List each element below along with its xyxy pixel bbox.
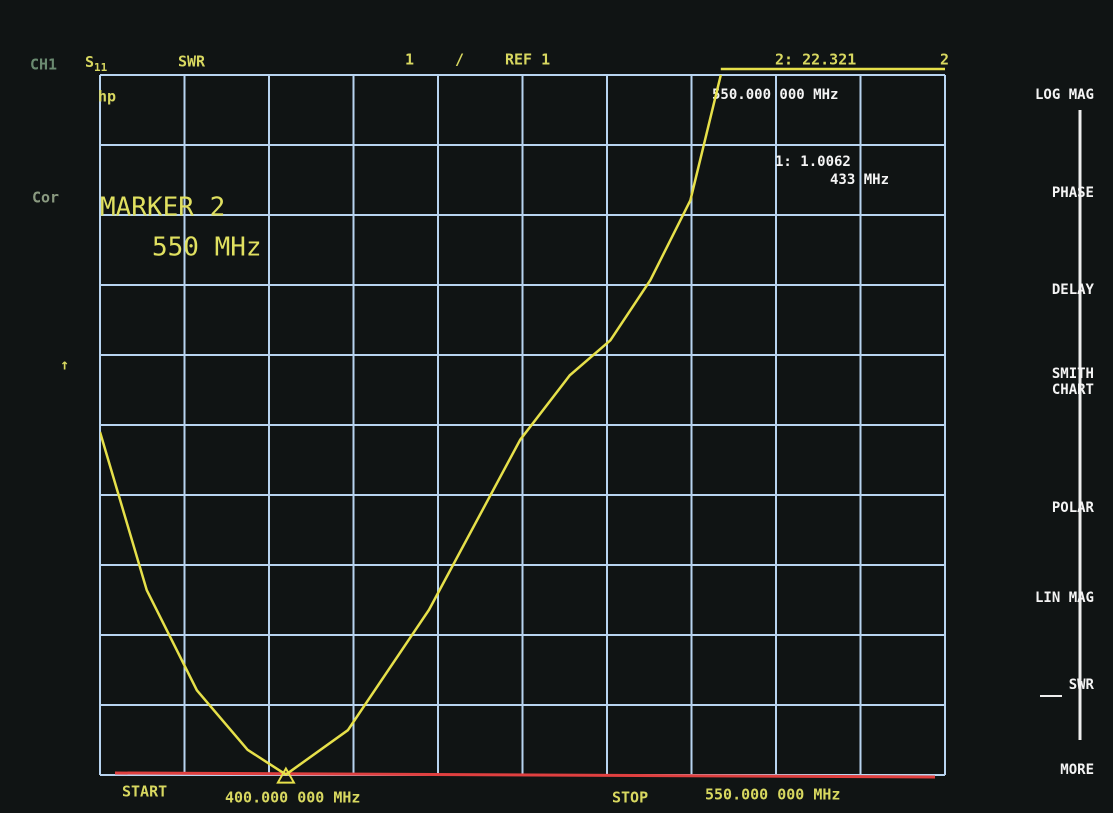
format: SWR (178, 53, 206, 71)
softkey[interactable]: DELAY (1052, 282, 1095, 298)
marker1-readout: 1: 1.0062 (775, 154, 851, 170)
ref-arrow: ↑ (60, 356, 69, 374)
softkey[interactable]: MORE (1060, 762, 1094, 778)
marker-title: MARKER 2 (100, 193, 225, 223)
marker-readout: 2: 22.321 (775, 51, 856, 69)
logo: hp (98, 88, 116, 106)
softkey[interactable]: PHASE (1052, 185, 1094, 201)
stop-label: STOP (612, 789, 648, 807)
parameter: S11 (85, 53, 108, 75)
softkey[interactable]: SMITH CHART (1052, 366, 1094, 398)
softkey[interactable]: POLAR (1052, 500, 1095, 516)
marker-flag: 2 (940, 51, 949, 69)
channel: CH1 (30, 56, 57, 74)
marker-frequency: 550.000 000 MHz (712, 87, 838, 103)
marker1-frequency: 433 MHz (830, 172, 889, 188)
softkey[interactable]: SWR (1069, 677, 1095, 693)
scale-unit: / (455, 51, 464, 69)
swr-trace (100, 74, 723, 777)
marker-frequency-big: 550 MHz (152, 233, 262, 263)
softkey[interactable]: LIN MAG (1035, 590, 1094, 606)
reference: REF 1 (505, 51, 550, 69)
correction: Cor (32, 189, 59, 207)
marker-1 (276, 766, 296, 784)
scale: 1 (405, 51, 414, 69)
start-label: START (122, 783, 167, 801)
start-value: 400.000 000 MHz (225, 789, 360, 807)
stop-value: 550.000 000 MHz (705, 786, 840, 804)
baseline (114, 771, 936, 779)
softkey[interactable]: LOG MAG (1035, 87, 1094, 103)
